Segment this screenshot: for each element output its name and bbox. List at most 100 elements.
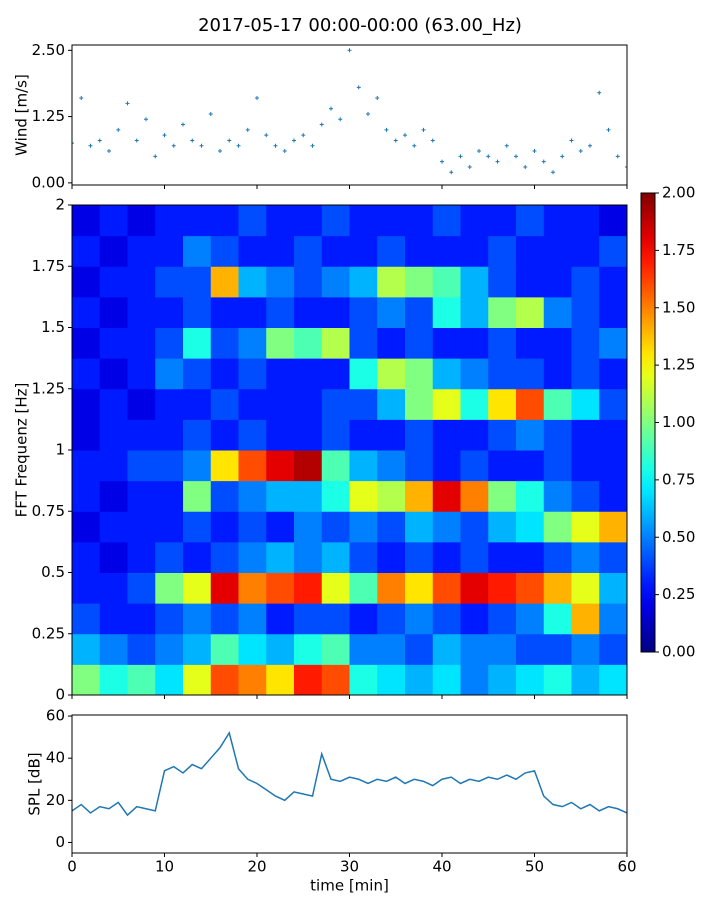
spectrogram-cell (543, 235, 572, 267)
spectrogram-cell (432, 296, 461, 328)
spectrogram-cell (460, 664, 489, 695)
x-tick-label: 30 (340, 858, 359, 876)
wind-point (356, 85, 361, 90)
spectrogram-cell (488, 572, 517, 604)
spectrogram-cell (321, 541, 350, 573)
spectrogram-cell (599, 205, 627, 237)
spectrogram-cell (488, 296, 517, 328)
spectrogram-cell (516, 419, 545, 451)
spectrogram-cell (294, 419, 323, 451)
spectrogram-cell (543, 419, 572, 451)
y-tick-label: 60 (46, 707, 65, 725)
spectrogram-cell (72, 296, 101, 328)
spectrogram-cell (321, 603, 350, 635)
spectrogram-cell (571, 633, 600, 665)
spectrogram-cell (349, 235, 378, 267)
x-tick-label: 0 (67, 858, 77, 876)
spectrogram-cell (155, 511, 184, 543)
spectrogram-cell (571, 266, 600, 298)
spectrogram-cell (516, 296, 545, 328)
colorbar-tick-label: 1.50 (662, 298, 695, 316)
wind-point (125, 101, 130, 106)
spectrogram-cell (571, 388, 600, 420)
spectrogram-cell (405, 358, 434, 390)
spectrogram-cell (488, 205, 517, 237)
spectrogram-cell (349, 296, 378, 328)
spectrogram-cell (72, 572, 101, 604)
wind-point (514, 154, 518, 159)
spectrogram-cell (266, 541, 295, 573)
spectrogram-cell (432, 664, 461, 695)
spectrogram-cell (210, 205, 239, 237)
spectrogram-cell (405, 541, 434, 573)
spectrogram-cell (516, 358, 545, 390)
spectrogram-cell (432, 388, 461, 420)
spectrogram-cell (266, 511, 295, 543)
spectrogram-cell (238, 296, 267, 328)
spectrogram-cell (377, 327, 406, 359)
spectrogram-cell (599, 603, 627, 635)
spectrogram-cell (349, 358, 378, 390)
spectrogram-cell (321, 419, 350, 451)
spectrogram-cell (72, 388, 101, 420)
spectrogram-cell (321, 235, 350, 267)
x-tick-label: 40 (432, 858, 451, 876)
spectrogram-cell (266, 205, 295, 237)
spectrogram-cell (377, 480, 406, 512)
spectrogram-cell (210, 235, 239, 267)
spectrogram-cell (488, 266, 517, 298)
spectrogram-cell (72, 358, 101, 390)
spectrogram-cell (543, 388, 572, 420)
spectrogram-cell (99, 235, 128, 267)
spectrogram-cell (127, 358, 156, 390)
spectrogram-cell (155, 480, 184, 512)
colorbar-tick-label: 0.25 (662, 585, 695, 603)
spectrogram-cell (183, 327, 212, 359)
spectrogram-cell (127, 266, 156, 298)
spectrogram-cell (599, 266, 627, 298)
spectrogram-cell (321, 327, 350, 359)
spectrogram-cell (349, 205, 378, 237)
spectrogram-cell (405, 327, 434, 359)
spectrogram-cell (210, 266, 239, 298)
wind-point (144, 117, 148, 122)
wind-point (72, 141, 74, 146)
wind-point (560, 154, 565, 159)
wind-point (458, 154, 463, 159)
spectrogram-cell (432, 572, 461, 604)
plot-area (72, 205, 627, 695)
spectrogram-cell (377, 511, 406, 543)
spectrogram-cell (405, 205, 434, 237)
spectrogram-cell (571, 235, 600, 267)
spectrogram-cell (210, 296, 239, 328)
spectrogram-cell (294, 450, 323, 482)
y-tick-label: 1 (55, 441, 65, 459)
spectrogram-cell (488, 480, 517, 512)
spectrogram-cell (432, 480, 461, 512)
spectrogram-cell (432, 419, 461, 451)
wind-point (162, 133, 167, 138)
spectrogram-cell (210, 572, 239, 604)
spectrogram-cell (155, 266, 184, 298)
spectrogram-cell (210, 664, 239, 695)
spectrogram-cell (294, 358, 323, 390)
spectrogram-cell (460, 266, 489, 298)
spectrogram-cell (488, 511, 517, 543)
spectrogram-cell (516, 266, 545, 298)
spectrogram-cell (543, 572, 572, 604)
spectrogram-cell (210, 603, 239, 635)
wind-point (153, 154, 158, 159)
spectrogram-cell (155, 296, 184, 328)
spectrogram-cell (543, 450, 572, 482)
wind-point (384, 127, 389, 132)
spectrogram-cell (266, 266, 295, 298)
spectrogram-cell (127, 235, 156, 267)
spectrogram-cell (155, 450, 184, 482)
spectrogram-cell (183, 296, 212, 328)
spectrogram-cell (72, 603, 101, 635)
spectrogram-cell (238, 511, 267, 543)
spectrogram-cell (238, 358, 267, 390)
spectrogram-cell (183, 572, 212, 604)
spectrogram-cell (294, 235, 323, 267)
y-tick-label: 1.25 (32, 107, 65, 125)
